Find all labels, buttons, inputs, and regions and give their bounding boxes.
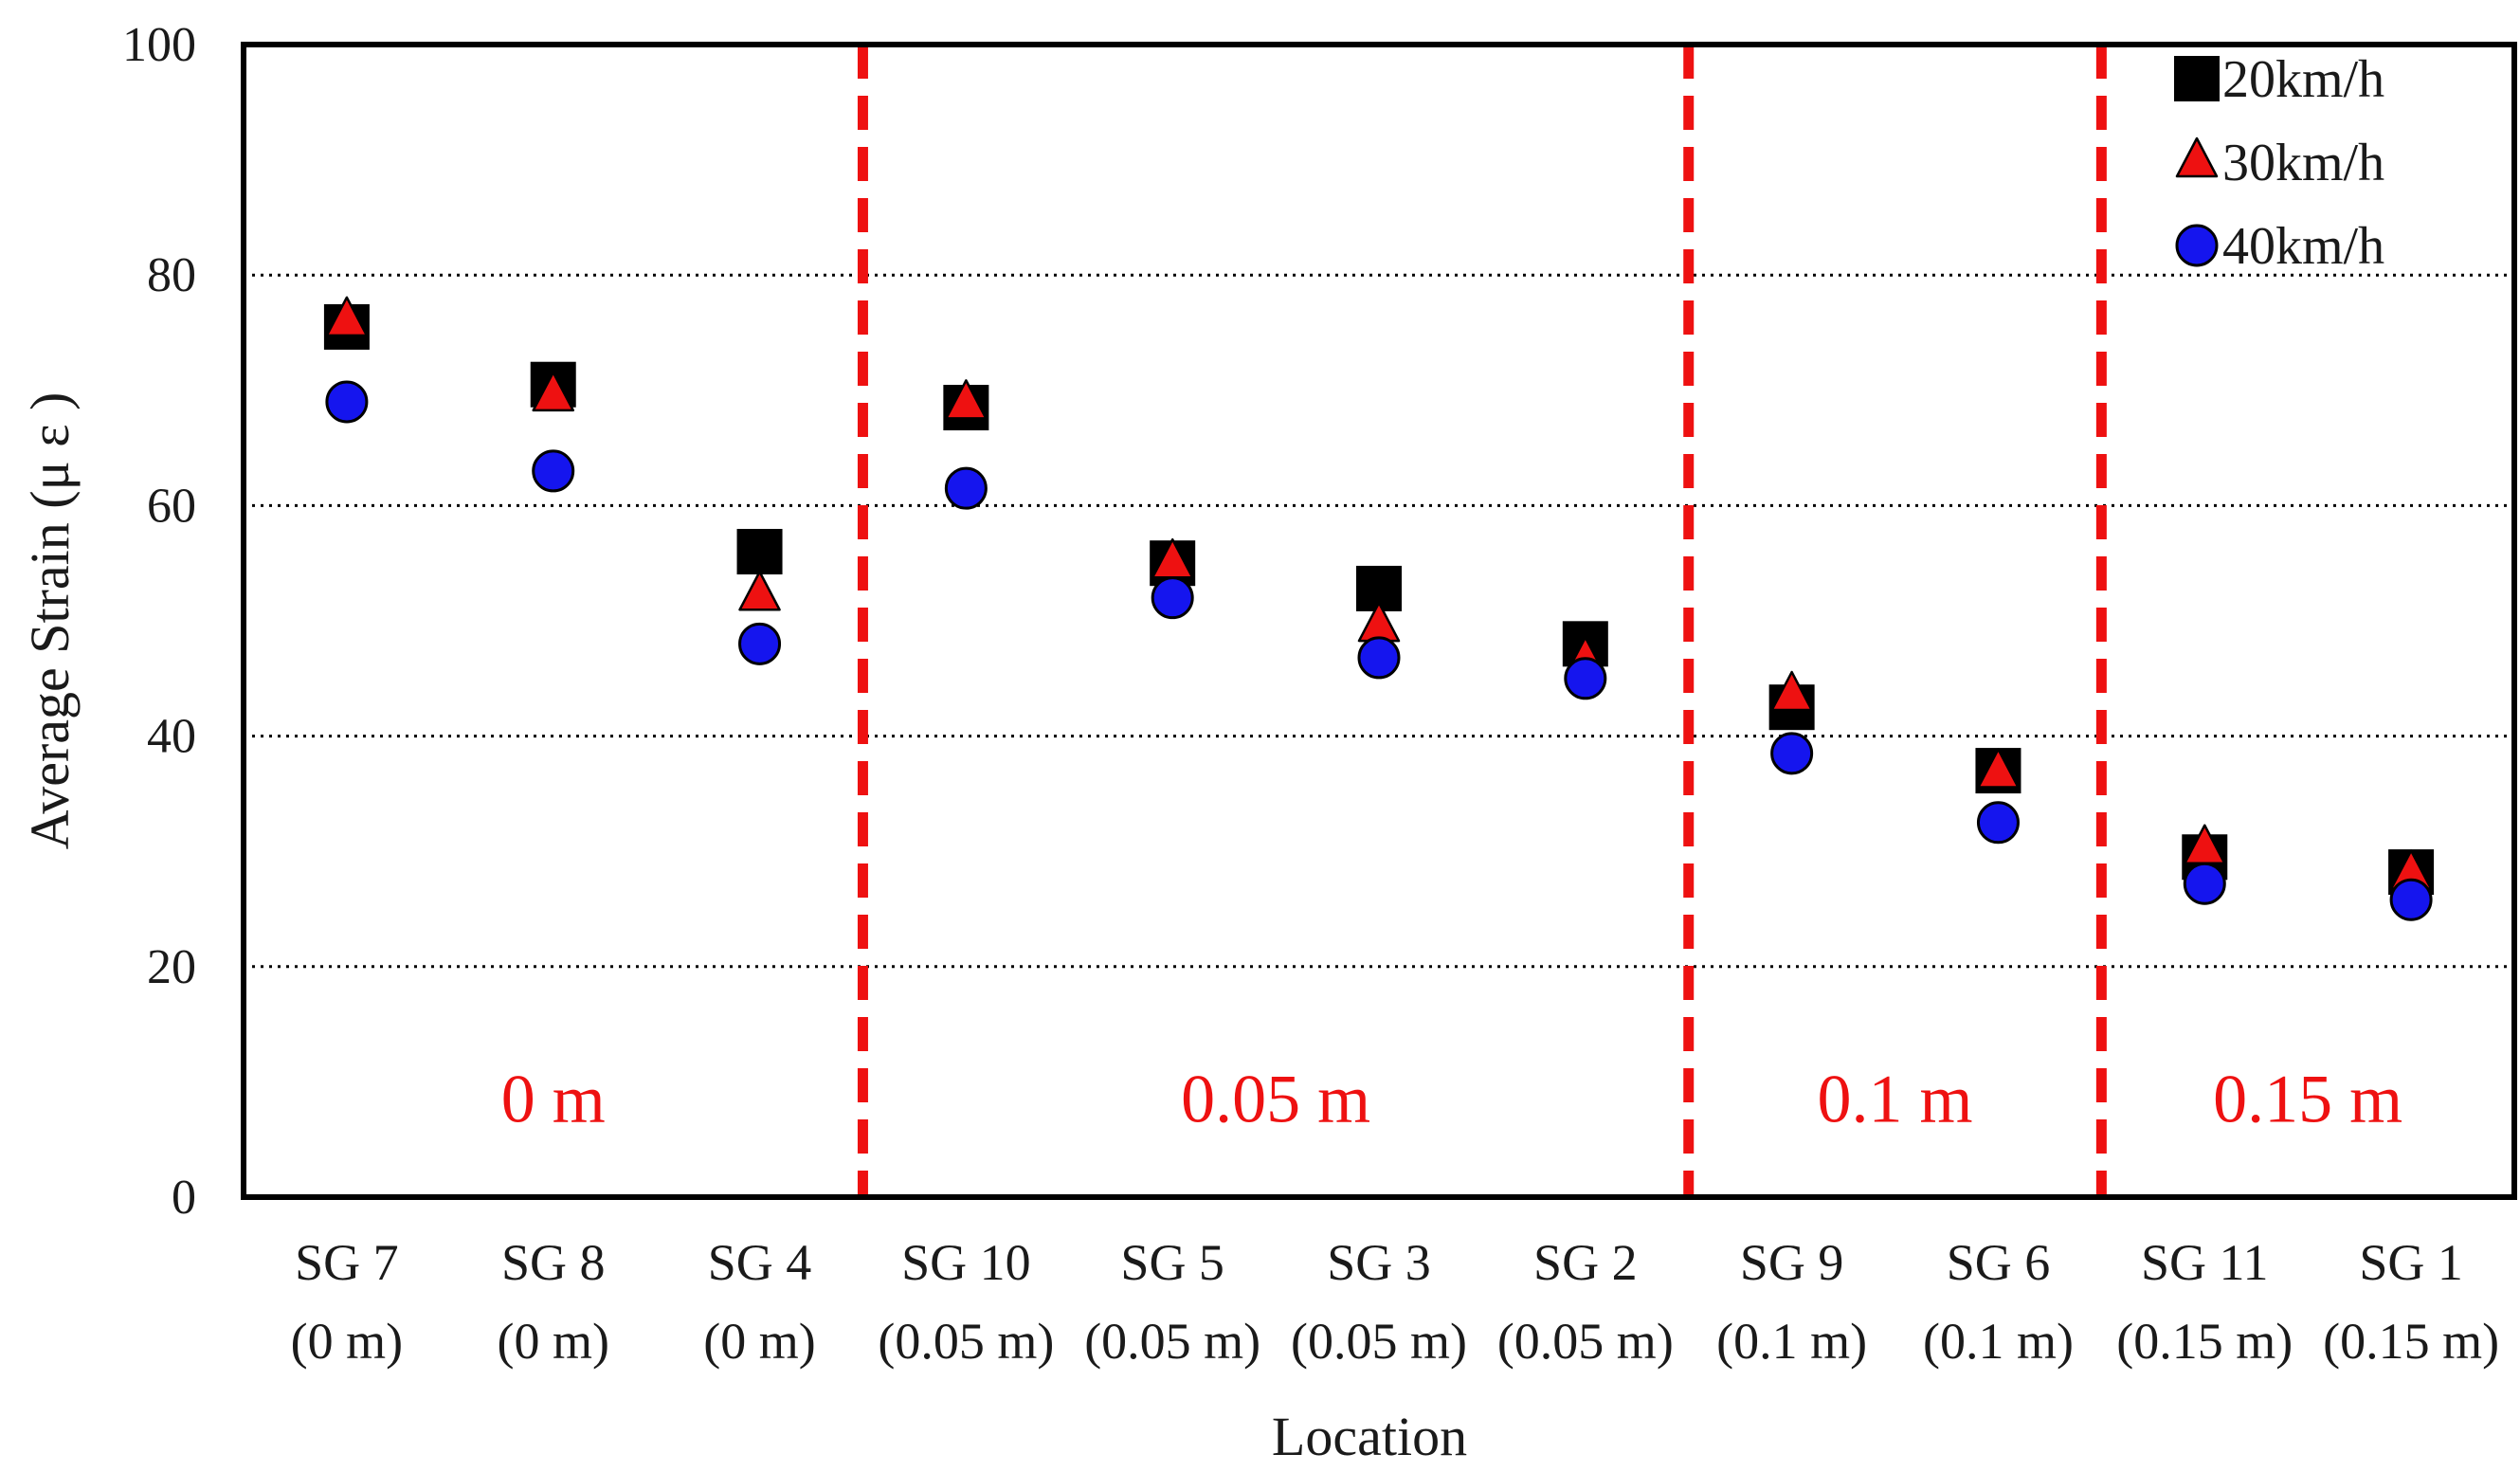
series-40km/h [325,380,2433,921]
data-point [736,529,783,575]
x-tick-label: SG 11 [2141,1234,2269,1291]
x-tick-sublabel: (0.05 m) [1084,1313,1260,1370]
y-tick-label: 40 [147,710,196,764]
legend-label: 40km/h [2222,217,2384,276]
data-point [1977,748,2020,789]
gridlines [244,273,2514,969]
x-tick-sublabel: (0 m) [497,1313,608,1370]
data-point [1151,576,1194,620]
y-tick-label: 0 [172,1171,196,1225]
series-20km/h [323,303,2435,896]
region-label: 0.15 m [2213,1062,2402,1137]
region-label: 0 m [501,1062,606,1137]
data-point [2183,862,2226,905]
data-point [738,570,781,611]
data-point [532,371,574,412]
data-point [945,379,988,420]
data-point [325,380,369,424]
y-tick-label: 100 [122,18,196,72]
x-tick-sublabel: (0 m) [703,1313,815,1370]
region-separators [857,45,2107,1197]
legend-label: 20km/h [2222,50,2384,109]
legend-marker [2175,224,2219,267]
x-tick-label: SG 8 [501,1234,606,1291]
x-tick-label: SG 9 [1740,1234,1844,1291]
x-tick-sublabel: (0.05 m) [1497,1313,1674,1370]
x-tick-label: SG 10 [901,1234,1031,1291]
data-point [1564,657,1607,700]
data-point [2389,878,2433,921]
x-axis-ticks: SG 7 (0 m) SG 8 (0 m) SG 4 (0 m) SG 10 (0.05 m)… [291,1234,2499,1370]
y-axis-ticks: 0 20 40 60 80 100 [122,18,196,1225]
y-tick-label: 80 [147,248,196,302]
x-tick-label: SG 2 [1533,1234,1638,1291]
x-tick-label: SG 7 [295,1234,399,1291]
legend-label: 30km/h [2222,134,2384,192]
x-tick-sublabel: (0.15 m) [2323,1313,2499,1370]
x-tick-sublabel: (0.05 m) [1291,1313,1467,1370]
plot-frame [241,42,2517,1200]
x-tick-sublabel: (0.05 m) [878,1313,1054,1370]
legend-marker [2175,136,2219,178]
data-point [738,622,782,665]
data-point [1770,670,1813,712]
x-tick-sublabel: (0.1 m) [1923,1313,2074,1370]
region-labels: 0 m 0.05 m 0.1 m 0.15 m [501,1062,2402,1137]
x-tick-sublabel: (0.1 m) [1716,1313,1867,1370]
x-tick-sublabel: (0 m) [291,1313,403,1370]
x-tick-label: SG 1 [2359,1234,2463,1291]
data-point [1357,636,1401,680]
y-axis-title: Average Strain (μ ε ) [19,392,81,850]
data-point [1770,732,1814,775]
x-axis-title: Location [1272,1406,1467,1467]
data-point [325,296,369,337]
data-point [944,466,988,510]
region-label: 0.1 m [1818,1062,1973,1137]
y-tick-label: 60 [147,479,196,533]
x-tick-label: SG 4 [708,1234,812,1291]
x-tick-label: SG 6 [1947,1234,2051,1291]
y-tick-label: 20 [147,940,196,994]
x-tick-label: SG 5 [1120,1234,1224,1291]
x-tick-label: SG 3 [1327,1234,1431,1291]
data-point [532,449,575,493]
legend: 20km/h 30km/h 40km/h [2174,50,2384,276]
data-point [1976,801,2020,845]
legend-marker [2174,56,2220,101]
region-label: 0.05 m [1181,1062,1370,1137]
data-points [323,296,2435,921]
x-tick-sublabel: (0.15 m) [2116,1313,2293,1370]
